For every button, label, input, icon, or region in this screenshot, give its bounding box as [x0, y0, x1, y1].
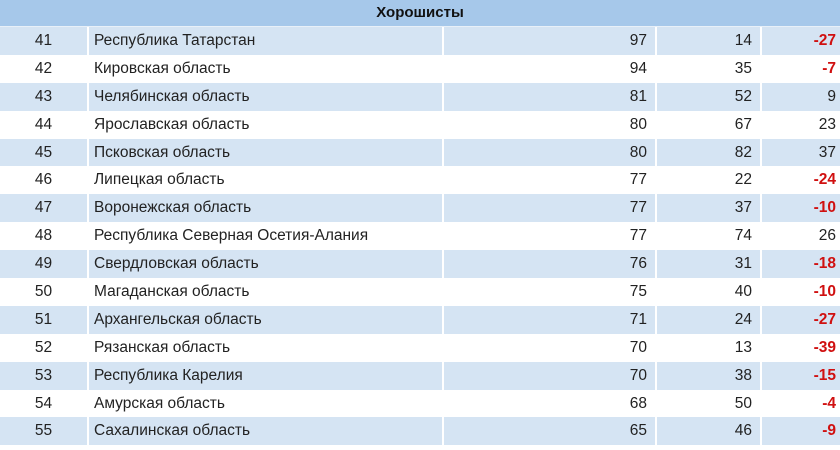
rank-cell: 50 — [0, 278, 89, 306]
value2-cell: 74 — [656, 222, 762, 251]
rank-cell: 52 — [0, 333, 89, 362]
delta-cell: 9 — [761, 82, 840, 111]
delta-cell: -39 — [761, 333, 840, 362]
value2-cell: 38 — [656, 361, 762, 390]
region-cell: Свердловская область — [88, 250, 444, 279]
value2-cell: 13 — [656, 333, 762, 362]
table-row: 52 Рязанская область 70 13 -39 — [0, 333, 840, 362]
table-row: 55 Сахалинская область 65 46 -9 — [0, 417, 840, 446]
ranking-table: 41 Республика Татарстан 97 14 -27 42 Кировская… — [0, 27, 840, 446]
table-row: 49 Свердловская область 76 31 -18 — [0, 250, 840, 279]
table-row: 43 Челябинская область 81 52 9 — [0, 82, 840, 111]
table-row: 48 Республика Северная Осетия-Алания 77 74 2… — [0, 222, 840, 251]
value2-cell: 24 — [656, 305, 762, 334]
table-row: 45 Псковская область 80 82 37 — [0, 138, 840, 167]
region-cell: Челябинская область — [88, 82, 444, 111]
table-row: 46 Липецкая область 77 22 -24 — [0, 166, 840, 195]
rank-cell: 54 — [0, 389, 89, 418]
value1-cell: 77 — [443, 222, 657, 251]
value1-cell: 68 — [443, 389, 657, 418]
region-cell: Псковская область — [88, 138, 444, 167]
region-cell: Амурская область — [88, 389, 444, 418]
value1-cell: 71 — [443, 305, 657, 334]
rank-cell: 53 — [0, 361, 89, 390]
delta-cell: -10 — [761, 194, 840, 223]
value2-cell: 50 — [656, 389, 762, 418]
rank-cell: 47 — [0, 194, 89, 223]
delta-cell: -27 — [761, 27, 840, 55]
value1-cell: 75 — [443, 278, 657, 306]
rank-cell: 49 — [0, 250, 89, 279]
table-row: 44 Ярославская область 80 67 23 — [0, 110, 840, 139]
value1-cell: 97 — [443, 27, 657, 55]
delta-cell: -9 — [761, 417, 840, 446]
delta-cell: 26 — [761, 222, 840, 251]
region-cell: Архангельская область — [88, 305, 444, 334]
rank-cell: 41 — [0, 27, 89, 55]
delta-cell: -24 — [761, 166, 840, 195]
rank-cell: 48 — [0, 222, 89, 251]
value1-cell: 65 — [443, 417, 657, 446]
table-row: 42 Кировская область 94 35 -7 — [0, 54, 840, 83]
delta-cell: -15 — [761, 361, 840, 390]
section-header: Хорошисты — [0, 0, 840, 27]
rank-cell: 51 — [0, 305, 89, 334]
region-cell: Магаданская область — [88, 278, 444, 306]
delta-cell: 23 — [761, 110, 840, 139]
region-cell: Республика Северная Осетия-Алания — [88, 222, 444, 251]
table-row: 50 Магаданская область 75 40 -10 — [0, 278, 840, 306]
delta-cell: -10 — [761, 278, 840, 306]
value1-cell: 76 — [443, 250, 657, 279]
delta-cell: -27 — [761, 305, 840, 334]
value2-cell: 46 — [656, 417, 762, 446]
value2-cell: 40 — [656, 278, 762, 306]
rank-cell: 55 — [0, 417, 89, 446]
table-row: 53 Республика Карелия 70 38 -15 — [0, 361, 840, 390]
region-cell: Республика Татарстан — [88, 27, 444, 55]
delta-cell: 37 — [761, 138, 840, 167]
delta-cell: -7 — [761, 54, 840, 83]
value1-cell: 70 — [443, 333, 657, 362]
table-row: 47 Воронежская область 77 37 -10 — [0, 194, 840, 223]
value2-cell: 82 — [656, 138, 762, 167]
value1-cell: 70 — [443, 361, 657, 390]
region-cell: Республика Карелия — [88, 361, 444, 390]
value1-cell: 80 — [443, 110, 657, 139]
rank-cell: 42 — [0, 54, 89, 83]
table-row: 41 Республика Татарстан 97 14 -27 — [0, 27, 840, 55]
region-cell: Кировская область — [88, 54, 444, 83]
value2-cell: 14 — [656, 27, 762, 55]
value1-cell: 77 — [443, 166, 657, 195]
value2-cell: 35 — [656, 54, 762, 83]
rank-cell: 43 — [0, 82, 89, 111]
value2-cell: 52 — [656, 82, 762, 111]
region-cell: Сахалинская область — [88, 417, 444, 446]
value1-cell: 81 — [443, 82, 657, 111]
table-row: 54 Амурская область 68 50 -4 — [0, 389, 840, 418]
value2-cell: 31 — [656, 250, 762, 279]
value2-cell: 67 — [656, 110, 762, 139]
delta-cell: -18 — [761, 250, 840, 279]
value1-cell: 77 — [443, 194, 657, 223]
value1-cell: 94 — [443, 54, 657, 83]
value2-cell: 37 — [656, 194, 762, 223]
region-cell: Липецкая область — [88, 166, 444, 195]
table-row: 51 Архангельская область 71 24 -27 — [0, 305, 840, 334]
region-cell: Рязанская область — [88, 333, 444, 362]
rank-cell: 46 — [0, 166, 89, 195]
region-cell: Ярославская область — [88, 110, 444, 139]
rank-cell: 45 — [0, 138, 89, 167]
value1-cell: 80 — [443, 138, 657, 167]
value2-cell: 22 — [656, 166, 762, 195]
rank-cell: 44 — [0, 110, 89, 139]
delta-cell: -4 — [761, 389, 840, 418]
region-cell: Воронежская область — [88, 194, 444, 223]
